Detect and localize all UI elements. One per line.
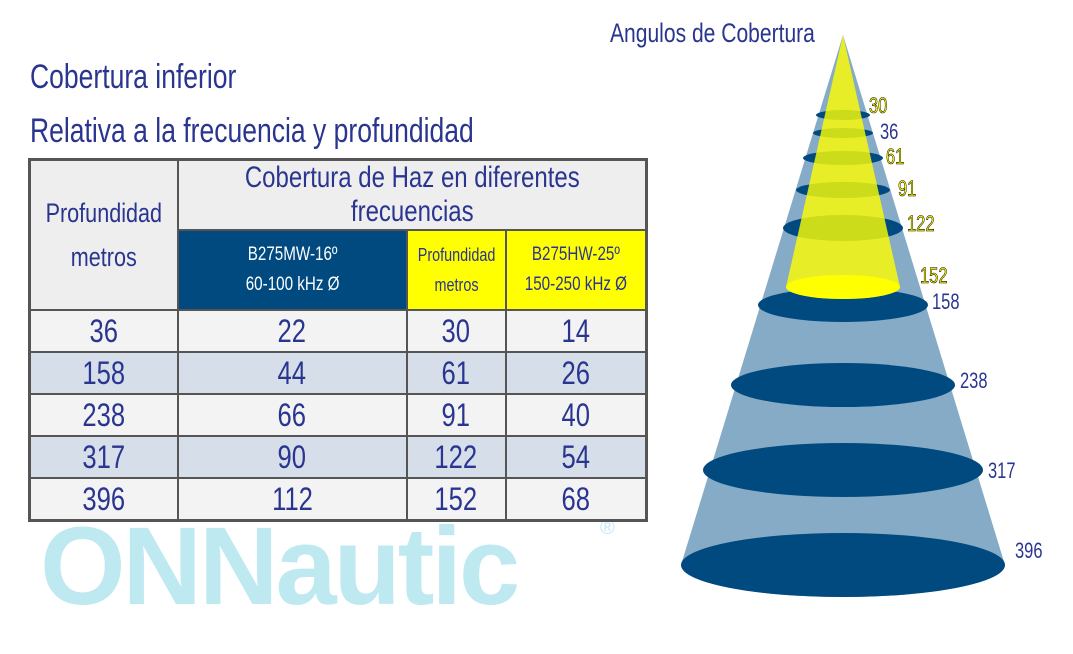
table-cell: 54 [504, 435, 648, 479]
table-cell-value: 30 [441, 312, 471, 349]
header-mw: B275MW-16º 60-100 kHz Ø [176, 229, 408, 311]
table-cell: 91 [405, 393, 507, 437]
depth-ellipse [703, 443, 983, 497]
table-cell-value: 40 [561, 396, 591, 433]
header-hw-frequency: 150-250 kHz Ø [524, 274, 628, 295]
depth-label-blue: 396 [1015, 539, 1043, 564]
table-row: 158 44 61 26 [28, 351, 648, 395]
table-cell-value: 122 [434, 438, 478, 475]
table-row: 317 90 122 54 [28, 435, 648, 479]
depth-ellipse [758, 288, 928, 322]
table-cell-value: 54 [561, 438, 591, 475]
table-cell-value: 396 [82, 480, 126, 517]
header-beam-coverage-text: Cobertura de Haz en diferentes frecuenci… [244, 161, 580, 228]
table-cell: 30 [405, 309, 507, 353]
table-cell-value: 152 [434, 480, 478, 517]
table-cell: 26 [504, 351, 648, 395]
header-mw-frequency: 60-100 kHz Ø [245, 274, 340, 295]
depth-label-yellow: 30 [869, 94, 888, 119]
header-mw-model: B275MW-16º [247, 244, 337, 265]
table-cell: 152 [405, 477, 507, 522]
table-cell-value: 44 [277, 354, 307, 391]
table-cell: 396 [28, 477, 179, 522]
coverage-table: Profundidad metros Cobertura de Haz en d… [28, 158, 649, 522]
depth-label-yellow: 61 [886, 145, 904, 170]
table-cell: 68 [504, 477, 648, 522]
depth-label-yellow: 122 [907, 212, 935, 237]
depth-label-blue: 158 [932, 290, 960, 315]
table-cell: 122 [405, 435, 507, 479]
table-row: 396 112 152 68 [28, 477, 648, 522]
header-depth-text: Profundidad metros [45, 198, 163, 272]
table-cell-value: 22 [277, 312, 307, 349]
table-cell-value: 68 [561, 480, 591, 517]
table-cell-value: 26 [561, 354, 591, 391]
header-hw-model: B275HW-25º [531, 244, 620, 265]
table-cell-value: 36 [89, 312, 119, 349]
table-row: 238 66 91 40 [28, 393, 648, 437]
depth-label-yellow: 152 [920, 264, 948, 289]
depth-label-blue: 36 [880, 120, 898, 145]
registered-mark: ® [600, 517, 615, 539]
table-cell: 40 [504, 393, 648, 437]
depth-ellipse [681, 533, 1005, 597]
table-cell: 36 [28, 309, 179, 353]
table-cell: 61 [405, 351, 507, 395]
narrow-beam-cone [786, 35, 900, 299]
header-hw: B275HW-25º 150-250 kHz Ø [504, 229, 648, 311]
table-cell-value: 112 [271, 480, 313, 517]
depth-label-blue: 317 [988, 459, 1016, 484]
header-depth-2-text: Profundidad metros [417, 245, 495, 295]
depth-label-yellow: 91 [898, 177, 916, 202]
table-cell-value: 61 [441, 354, 471, 391]
table-cell: 112 [176, 477, 408, 522]
page-title: Cobertura inferior [30, 58, 237, 96]
table-cell: 90 [176, 435, 408, 479]
header-depth: Profundidad metros [28, 158, 179, 311]
page-subtitle: Relativa a la frecuencia y profundidad [30, 112, 474, 150]
table-cell: 158 [28, 351, 179, 395]
table-cell: 317 [28, 435, 179, 479]
cone-title: Angulos de Cobertura [610, 18, 815, 48]
table-cell-value: 90 [277, 438, 307, 475]
table-cell-value: 91 [441, 396, 471, 433]
table-cell-value: 238 [82, 396, 126, 433]
narrow-beam-base [786, 275, 900, 299]
table-cell: 14 [504, 309, 648, 353]
table-cell-value: 66 [277, 396, 307, 433]
table-cell-value: 158 [82, 354, 126, 391]
header-depth-2: Profundidad metros [405, 229, 507, 311]
table-cell-value: 14 [561, 312, 591, 349]
header-beam-coverage: Cobertura de Haz en diferentes frecuenci… [176, 158, 648, 231]
table-cell: 22 [176, 309, 408, 353]
table-row: 36 22 30 14 [28, 309, 648, 353]
depth-ellipse [731, 363, 955, 407]
table-cell: 44 [176, 351, 408, 395]
table-cell-value: 317 [82, 438, 126, 475]
table-cell: 66 [176, 393, 408, 437]
watermark-logo: ONNautic [40, 505, 520, 628]
depth-label-blue: 238 [960, 369, 988, 394]
table-cell: 238 [28, 393, 179, 437]
